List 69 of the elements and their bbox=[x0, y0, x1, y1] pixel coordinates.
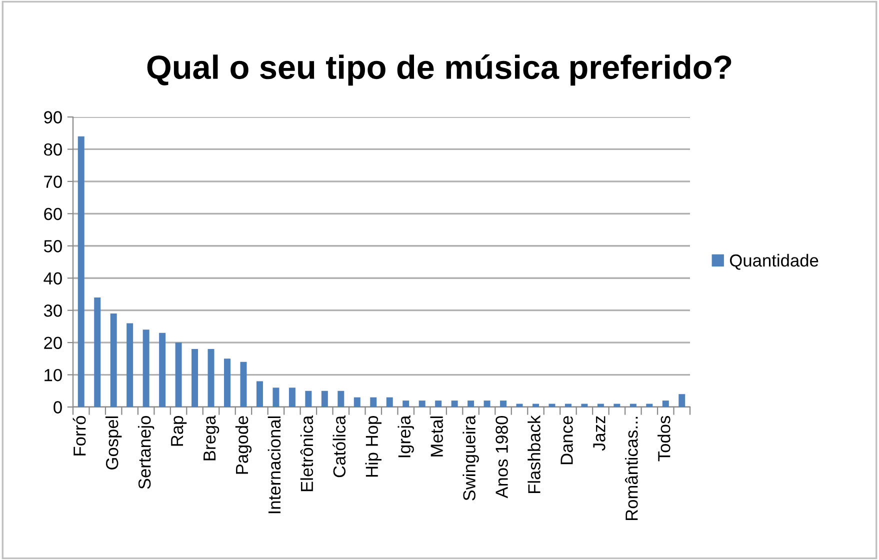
bar bbox=[321, 390, 328, 407]
bar bbox=[370, 397, 377, 407]
x-tick-label: Hip Hop bbox=[365, 416, 382, 477]
x-tick-label: Gospel bbox=[106, 416, 122, 470]
x-tick-label: Flashback bbox=[528, 415, 540, 494]
bar bbox=[94, 297, 101, 407]
y-tick-label: 70 bbox=[44, 176, 62, 188]
bar bbox=[678, 394, 686, 407]
bar bbox=[192, 349, 198, 407]
bar bbox=[256, 381, 263, 407]
legend-label: Quantidade bbox=[730, 254, 818, 270]
bar bbox=[614, 404, 620, 407]
bar bbox=[305, 390, 312, 407]
bar bbox=[240, 362, 247, 407]
bar bbox=[272, 388, 280, 407]
bar bbox=[451, 400, 458, 407]
bar bbox=[435, 400, 442, 407]
bar bbox=[597, 404, 604, 407]
y-tick-label: 90 bbox=[44, 111, 62, 124]
bar bbox=[110, 314, 117, 407]
chart-title: Qual o seu tipo de música preferido? bbox=[147, 54, 732, 86]
x-tick-label: Pagode bbox=[235, 416, 252, 474]
bar bbox=[159, 332, 166, 407]
bar bbox=[126, 323, 134, 407]
bar bbox=[224, 358, 230, 407]
x-tick-label: Anos 1980 bbox=[496, 416, 508, 498]
bar bbox=[402, 400, 410, 407]
x-tick-label: Jazz bbox=[593, 416, 606, 451]
bar bbox=[338, 390, 344, 407]
bar bbox=[630, 404, 636, 407]
y-tick-label: 80 bbox=[44, 143, 62, 156]
bar bbox=[484, 400, 490, 407]
bar bbox=[354, 397, 360, 407]
y-tick-label: 20 bbox=[44, 336, 62, 350]
bar bbox=[386, 397, 393, 407]
bar bbox=[646, 404, 653, 407]
y-tick-label: 50 bbox=[44, 240, 62, 252]
y-tick-label: 0 bbox=[54, 401, 62, 414]
y-tick-label: 40 bbox=[44, 272, 62, 285]
x-tick-label: Forró bbox=[72, 416, 86, 456]
x-tick-label: Metal bbox=[430, 416, 443, 456]
x-tick-label: Românticas... bbox=[625, 416, 638, 520]
bar bbox=[468, 400, 474, 407]
x-tick-label: Swingueira bbox=[462, 415, 479, 500]
x-tick-label: Dance bbox=[560, 416, 573, 464]
bar bbox=[532, 404, 539, 407]
x-tick-label: Todos bbox=[658, 416, 670, 462]
y-tick-label: 10 bbox=[44, 368, 62, 382]
x-tick-label: Católica bbox=[332, 415, 346, 478]
bar bbox=[564, 404, 572, 407]
y-tick-label: 60 bbox=[44, 208, 62, 220]
x-tick-label: Eletrônica bbox=[300, 415, 314, 492]
y-tick-label: 30 bbox=[44, 304, 62, 317]
bar bbox=[581, 404, 588, 407]
bar bbox=[516, 404, 523, 407]
bar bbox=[208, 349, 214, 407]
x-tick-label: Sertanejo bbox=[138, 416, 154, 489]
x-tick-label: Igreja bbox=[398, 415, 414, 458]
x-tick-label: Internacional bbox=[268, 416, 281, 514]
bar bbox=[500, 400, 507, 407]
x-tick-label: Brega bbox=[204, 415, 220, 460]
bar bbox=[78, 136, 84, 407]
x-tick-label: Rap bbox=[171, 416, 187, 446]
bar bbox=[142, 330, 150, 407]
bar bbox=[288, 388, 296, 407]
bar bbox=[175, 342, 182, 407]
bar bbox=[662, 400, 669, 407]
bar bbox=[418, 400, 426, 407]
bar bbox=[548, 404, 556, 407]
